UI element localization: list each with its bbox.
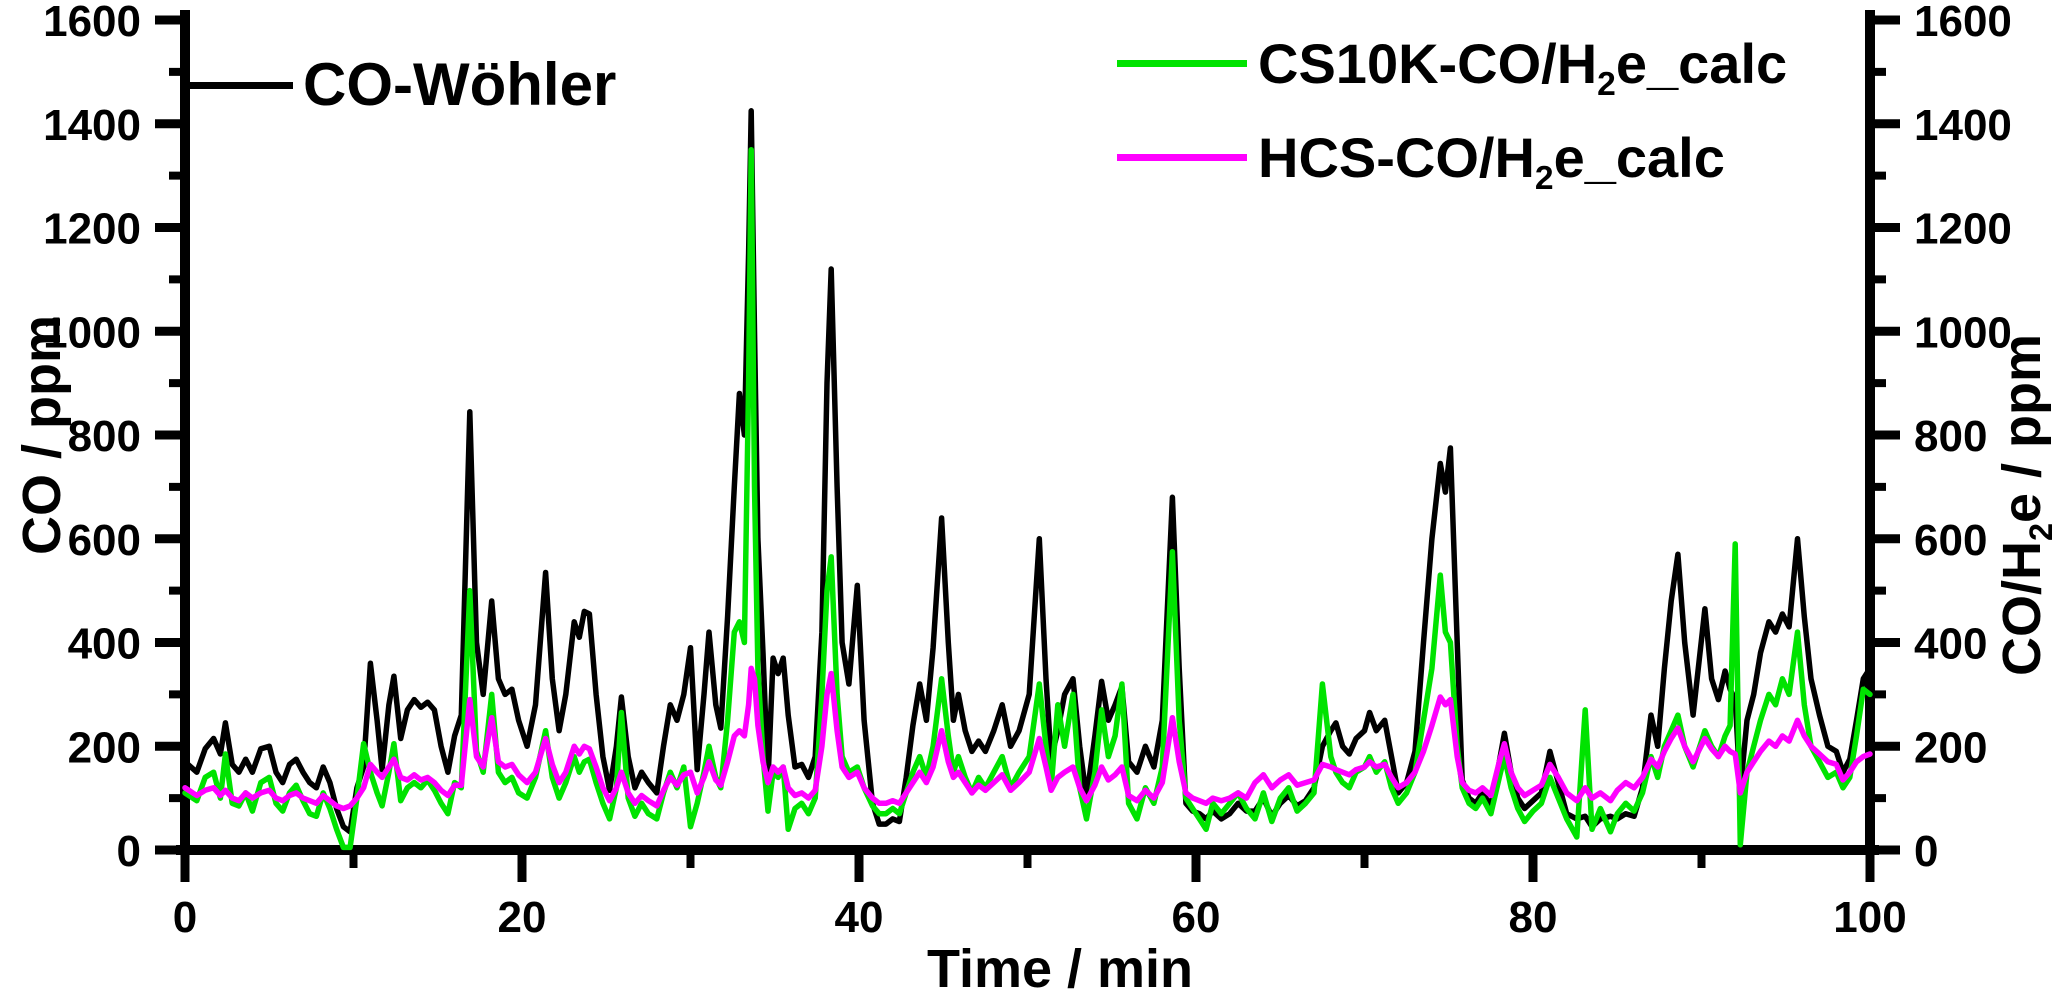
legend-label-cs10k: CS10K-CO/H2e_calc (1258, 36, 1787, 102)
legend-sub: 2 (1597, 66, 1616, 104)
x-tick-label: 40 (835, 893, 884, 942)
legend-text: CS10K-CO/H (1258, 32, 1598, 95)
y-tick-label-left: 800 (68, 412, 141, 461)
x-axis-title: Time / min (860, 938, 1260, 1000)
y-tick-label-left: 400 (68, 620, 141, 669)
legend-label-hcs: HCS-CO/H2e_calc (1258, 130, 1725, 196)
legend-text: CO-Wöhler (303, 51, 617, 118)
x-tick-label: 60 (1172, 893, 1221, 942)
y-tick-label-left: 0 (117, 827, 141, 876)
x-axis-title-text: Time / min (926, 939, 1194, 999)
y-right-title-post: e / ppm (1992, 333, 2052, 524)
legend-text-post: e_calc (1615, 32, 1788, 95)
y-tick-label-right: 1400 (1914, 101, 2012, 150)
legend-text-post: e_calc (1553, 126, 1725, 189)
legend-text: HCS-CO/H (1258, 126, 1535, 189)
y-tick-label-left: 1600 (43, 0, 141, 46)
x-tick-label: 80 (1509, 893, 1558, 942)
y-tick-label-right: 400 (1914, 620, 1987, 669)
legend-line-co-woehler (185, 82, 293, 89)
legend-sub: 2 (1534, 160, 1554, 198)
y-tick-label-left: 1200 (43, 205, 141, 254)
y-tick-label-right: 800 (1914, 412, 1987, 461)
y-tick-label-right: 1000 (1914, 308, 2012, 357)
y-right-title-sub: 2 (2022, 523, 2059, 542)
y-left-title-text: CO / ppm (12, 315, 72, 555)
x-tick-label: 0 (173, 893, 197, 942)
x-tick-label: 100 (1833, 893, 1906, 942)
legend-line-cs10k (1117, 60, 1247, 67)
y-axis-left-title: CO / ppm (7, 235, 77, 635)
y-tick-label-left: 200 (68, 723, 141, 772)
y-axis-right-title: CO/H2e / ppm (1987, 305, 2059, 705)
y-tick-label-right: 0 (1914, 827, 1938, 876)
legend-line-hcs (1117, 154, 1247, 161)
y-tick-label-right: 1200 (1914, 205, 2012, 254)
y-right-title-pre: CO/H (1992, 541, 2052, 677)
y-tick-label-right: 1600 (1914, 0, 2012, 46)
y-tick-label-left: 1000 (43, 308, 141, 357)
y-tick-label-left: 1400 (43, 101, 141, 150)
y-tick-label-left: 600 (68, 516, 141, 565)
y-tick-label-right: 200 (1914, 723, 1987, 772)
x-tick-label: 20 (498, 893, 547, 942)
y-tick-label-right: 600 (1914, 516, 1987, 565)
series-line-0 (182, 108, 1873, 835)
legend-label-co-woehler: CO-Wöhler (303, 55, 616, 124)
series-line-2 (182, 665, 1873, 812)
